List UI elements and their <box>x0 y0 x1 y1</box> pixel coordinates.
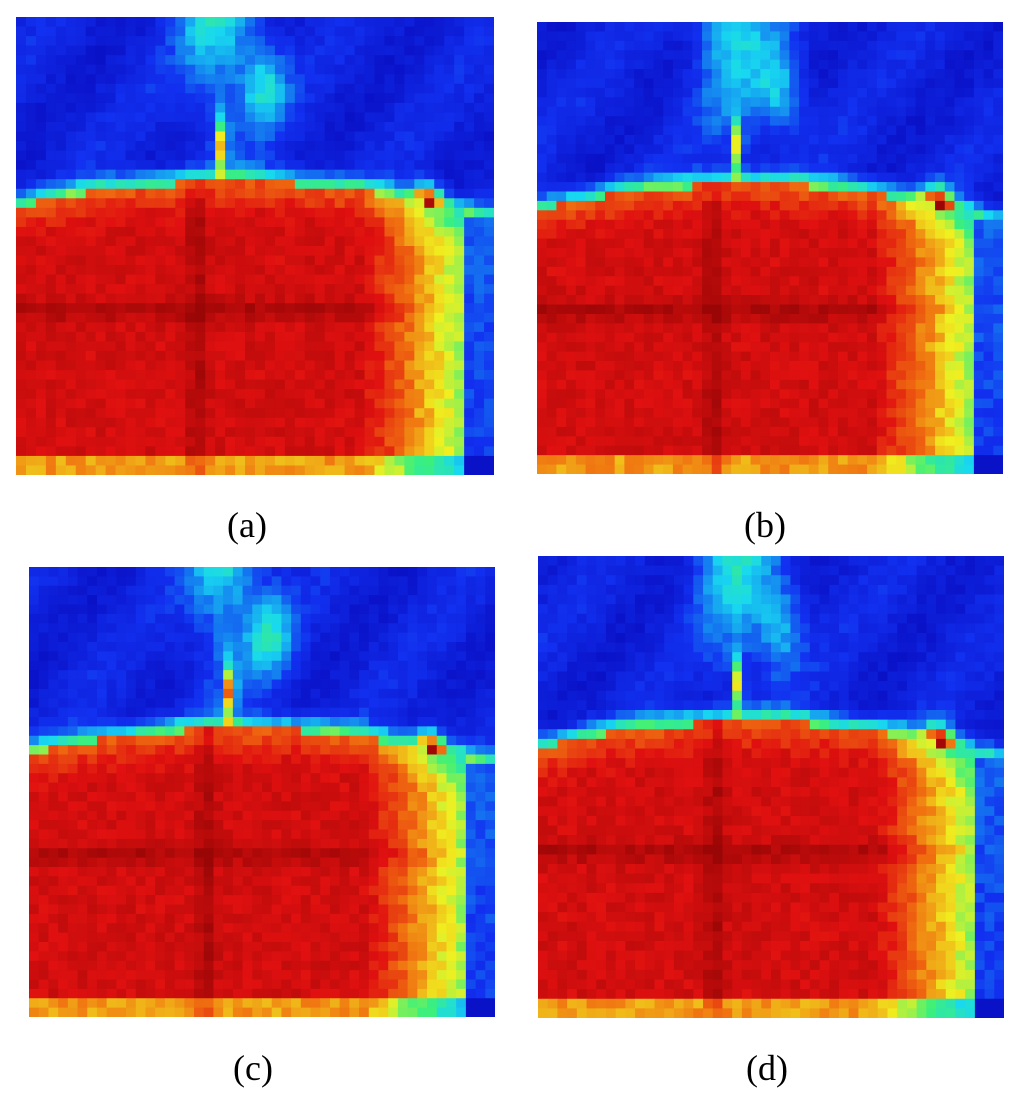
caption-a: (a) <box>227 505 267 545</box>
heatmap-d <box>538 556 1004 1018</box>
caption-d: (d) <box>746 1048 788 1088</box>
caption-c: (c) <box>233 1048 273 1088</box>
heatmap-a <box>16 17 494 475</box>
heatmap-panel-b <box>537 22 1003 474</box>
heatmap-panel-a <box>16 17 494 475</box>
heatmap-b <box>537 22 1003 474</box>
heatmap-panel-c <box>29 567 495 1017</box>
heatmap-c <box>29 567 495 1017</box>
heatmap-panel-d <box>538 556 1004 1018</box>
caption-b: (b) <box>744 505 786 545</box>
